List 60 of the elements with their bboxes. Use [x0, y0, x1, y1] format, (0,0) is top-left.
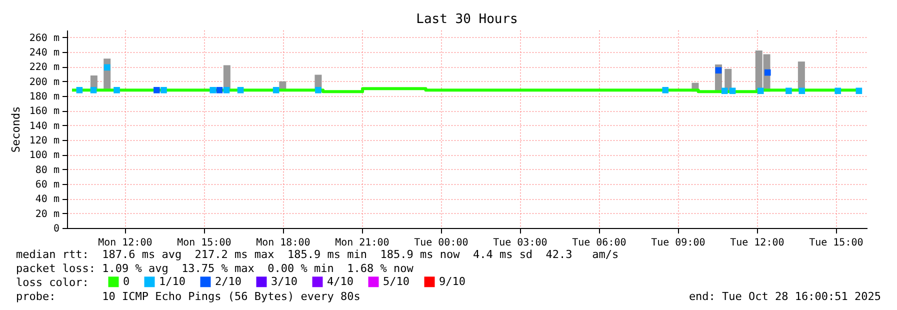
point — [237, 86, 244, 94]
x-tick-label: Tue 03:00 — [493, 238, 548, 248]
legend-label: 1/10 — [159, 274, 186, 288]
x-tick-label: Tue 15:00 — [809, 238, 864, 248]
x-tick-label: Mon 15:00 — [177, 238, 232, 248]
legend-label: 0 — [123, 274, 130, 288]
text: loss color: — [16, 276, 89, 289]
y-tick-label: 60 m — [35, 180, 60, 190]
legend-label: 3/10 — [271, 274, 298, 288]
point — [272, 86, 280, 94]
point — [76, 86, 83, 94]
point — [154, 86, 160, 94]
x-tick-label: Tue 12:00 — [730, 238, 784, 248]
legend-label: 2/10 — [215, 274, 242, 288]
y-tick-label: 80 m — [35, 164, 60, 176]
y-tick-label: 220 m — [29, 62, 60, 74]
point — [764, 69, 771, 76]
point — [721, 88, 728, 94]
x-tick-label: Mon 18:00 — [256, 238, 310, 248]
y-tick-label: 120 m — [29, 136, 60, 146]
text: end: Tue Oct 28 16:00:51 2025 — [688, 290, 881, 303]
point — [662, 86, 669, 94]
point — [160, 86, 167, 94]
point — [223, 86, 230, 94]
text: packet loss: 1.09 % avg 13.75 % max 0.00 % min 1.68 % now — [16, 262, 414, 275]
x-tick-label: Mon 12:00 — [98, 238, 152, 248]
text: median rtt: 187.6 ms avg 217.2 ms max 185.9 ms min 185.9 ms now 4.4 ms sd 42.3 am/s — [16, 248, 619, 261]
point — [856, 88, 862, 94]
legend-label: 4/10 — [327, 274, 354, 288]
point — [104, 64, 110, 71]
y-tick-label: 200 m — [29, 76, 60, 88]
text: probe: 10 ICMP Echo Pings (56 Bytes) every 80s — [16, 290, 360, 303]
point — [90, 86, 97, 94]
x-tick-label: Tue 09:00 — [651, 238, 706, 248]
x-tick-label: Tue 00:00 — [414, 238, 468, 248]
y-axis-title: Seconds — [9, 106, 22, 153]
y-tick-label: 160 m — [29, 106, 60, 118]
point — [315, 86, 322, 94]
point — [757, 88, 764, 94]
point — [798, 88, 806, 94]
legend-label: 9/10 — [439, 274, 466, 288]
x-tick-label: Mon 21:00 — [335, 238, 390, 248]
point — [715, 67, 722, 74]
point — [786, 88, 792, 94]
y-tick-label: 140 m — [29, 120, 60, 132]
point — [729, 88, 736, 94]
y-tick-label: 0 — [53, 224, 60, 234]
point — [114, 86, 120, 94]
y-tick-label: 180 m — [29, 92, 60, 102]
y-tick-label: 20 m — [35, 208, 60, 220]
y-tick-label: 240 m — [29, 48, 60, 58]
point — [210, 86, 216, 94]
y-tick-label: 40 m — [35, 194, 60, 206]
chart-title: Last 30 Hours — [416, 12, 518, 27]
point — [834, 88, 842, 94]
y-tick-label: 100 m — [29, 150, 60, 162]
y-tick-label: 260 m — [29, 32, 60, 44]
x-tick-label: Tue 06:00 — [572, 238, 626, 248]
point — [216, 86, 223, 94]
legend-label: 5/10 — [383, 274, 410, 288]
